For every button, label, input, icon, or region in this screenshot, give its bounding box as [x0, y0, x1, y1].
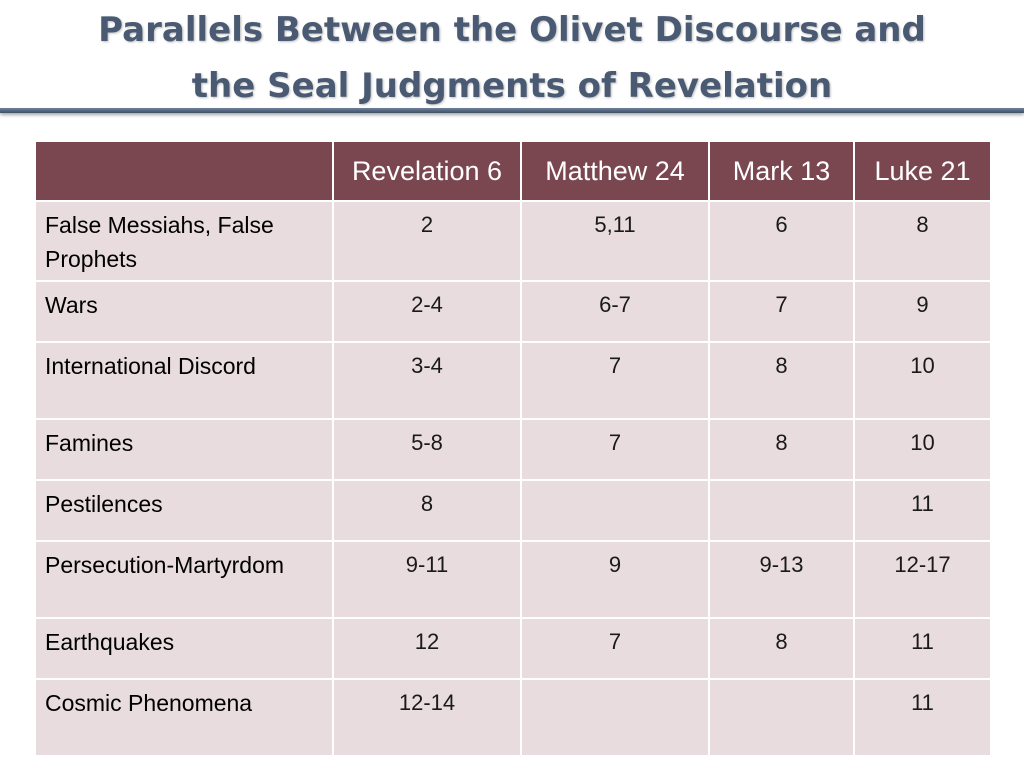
header-luke: Luke 21	[853, 140, 992, 202]
topic-cell: Wars	[34, 280, 334, 343]
revelation-cell: 2	[332, 200, 522, 282]
table-row: Earthquakes 12 7 8 11	[34, 617, 992, 680]
topic-cell: Earthquakes	[34, 617, 334, 680]
topic-cell: False Messiahs, False Prophets	[34, 200, 334, 282]
revelation-cell: 3-4	[332, 341, 522, 420]
table-header-row: Revelation 6 Matthew 24 Mark 13 Luke 21	[34, 140, 992, 202]
slide-title: Parallels Between the Olivet Discourse a…	[0, 2, 1024, 114]
topic-cell: Famines	[34, 418, 334, 481]
revelation-cell: 12-14	[332, 678, 522, 757]
luke-cell: 11	[853, 678, 992, 757]
matthew-cell: 9	[520, 540, 710, 619]
topic-cell: Pestilences	[34, 479, 334, 542]
luke-cell: 10	[853, 341, 992, 420]
luke-cell: 12-17	[853, 540, 992, 619]
topic-cell: International Discord	[34, 341, 334, 420]
matthew-cell: 6-7	[520, 280, 710, 343]
mark-cell: 8	[708, 617, 855, 680]
table-row: Wars 2-4 6-7 7 9	[34, 280, 992, 343]
matthew-cell	[520, 678, 710, 757]
header-matthew: Matthew 24	[520, 140, 710, 202]
header-revelation: Revelation 6	[332, 140, 522, 202]
matthew-cell: 7	[520, 617, 710, 680]
matthew-cell	[520, 479, 710, 542]
mark-cell	[708, 479, 855, 542]
table-row: International Discord 3-4 7 8 10	[34, 341, 992, 420]
topic-cell: Cosmic Phenomena	[34, 678, 334, 757]
header-topic	[34, 140, 334, 202]
luke-cell: 8	[853, 200, 992, 282]
revelation-cell: 12	[332, 617, 522, 680]
matthew-cell: 7	[520, 418, 710, 481]
mark-cell: 7	[708, 280, 855, 343]
mark-cell: 6	[708, 200, 855, 282]
slide-title-line-2: the Seal Judgments of Revelation	[191, 66, 833, 106]
table-row: Famines 5-8 7 8 10	[34, 418, 992, 481]
mark-cell: 8	[708, 418, 855, 481]
luke-cell: 10	[853, 418, 992, 481]
title-divider	[0, 108, 1024, 113]
header-mark: Mark 13	[708, 140, 855, 202]
matthew-cell: 7	[520, 341, 710, 420]
luke-cell: 11	[853, 479, 992, 542]
luke-cell: 9	[853, 280, 992, 343]
parallels-table: Revelation 6 Matthew 24 Mark 13 Luke 21 …	[34, 140, 992, 757]
table-row: Persecution-Martyrdom 9-11 9 9-13 12-17	[34, 540, 992, 619]
revelation-cell: 2-4	[332, 280, 522, 343]
mark-cell: 8	[708, 341, 855, 420]
mark-cell: 9-13	[708, 540, 855, 619]
table-row: Cosmic Phenomena 12-14 11	[34, 678, 992, 757]
revelation-cell: 5-8	[332, 418, 522, 481]
table-row: Pestilences 8 11	[34, 479, 992, 542]
mark-cell	[708, 678, 855, 757]
luke-cell: 11	[853, 617, 992, 680]
topic-cell: Persecution-Martyrdom	[34, 540, 334, 619]
matthew-cell: 5,11	[520, 200, 710, 282]
revelation-cell: 8	[332, 479, 522, 542]
revelation-cell: 9-11	[332, 540, 522, 619]
slide-title-line-1: Parallels Between the Olivet Discourse a…	[98, 10, 926, 50]
table-row: False Messiahs, False Prophets 2 5,11 6 …	[34, 200, 992, 282]
